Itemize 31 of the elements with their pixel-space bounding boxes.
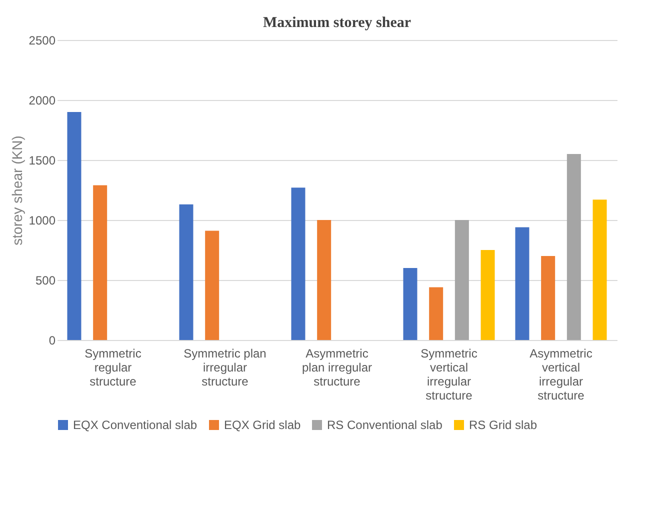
x-tick-label: Symmetric regular structure xyxy=(84,346,142,388)
y-tick-label: 1500 xyxy=(28,154,56,168)
y-tick-label: 2500 xyxy=(28,34,56,48)
bar xyxy=(403,268,418,340)
bar xyxy=(317,220,332,340)
bar xyxy=(67,112,82,340)
bar xyxy=(566,154,581,340)
y-tick-label: 0 xyxy=(48,334,56,348)
x-tick-label: Asymmetric vertical irregular structure xyxy=(530,346,592,402)
bar xyxy=(179,204,194,340)
y-tick-label: 500 xyxy=(35,274,56,288)
bar xyxy=(291,188,306,340)
y-tick-label: 1000 xyxy=(28,214,56,228)
legend-label: RS Grid slab xyxy=(469,418,538,432)
legend-label: EQX Conventional slab xyxy=(73,418,198,432)
y-axis-title: storey shear (KN) xyxy=(8,136,25,246)
bar xyxy=(429,287,444,340)
bar xyxy=(592,200,607,340)
bar xyxy=(93,185,108,340)
bar xyxy=(515,227,530,340)
x-tick-label: Symmetric vertical irregular structure xyxy=(420,346,478,402)
bar xyxy=(541,256,556,340)
bar xyxy=(454,220,469,340)
legend-label: EQX Grid slab xyxy=(224,418,302,432)
bar xyxy=(480,250,495,340)
x-tick-label: Symmetric plan irregular structure xyxy=(184,346,266,388)
bar xyxy=(205,230,220,340)
chart-title: Maximum storey shear xyxy=(262,15,412,31)
x-tick-label: Asymmetric plan irregular structure xyxy=(302,346,372,388)
legend-label: RS Conventional slab xyxy=(327,418,443,432)
y-tick-label: 2000 xyxy=(28,94,56,108)
